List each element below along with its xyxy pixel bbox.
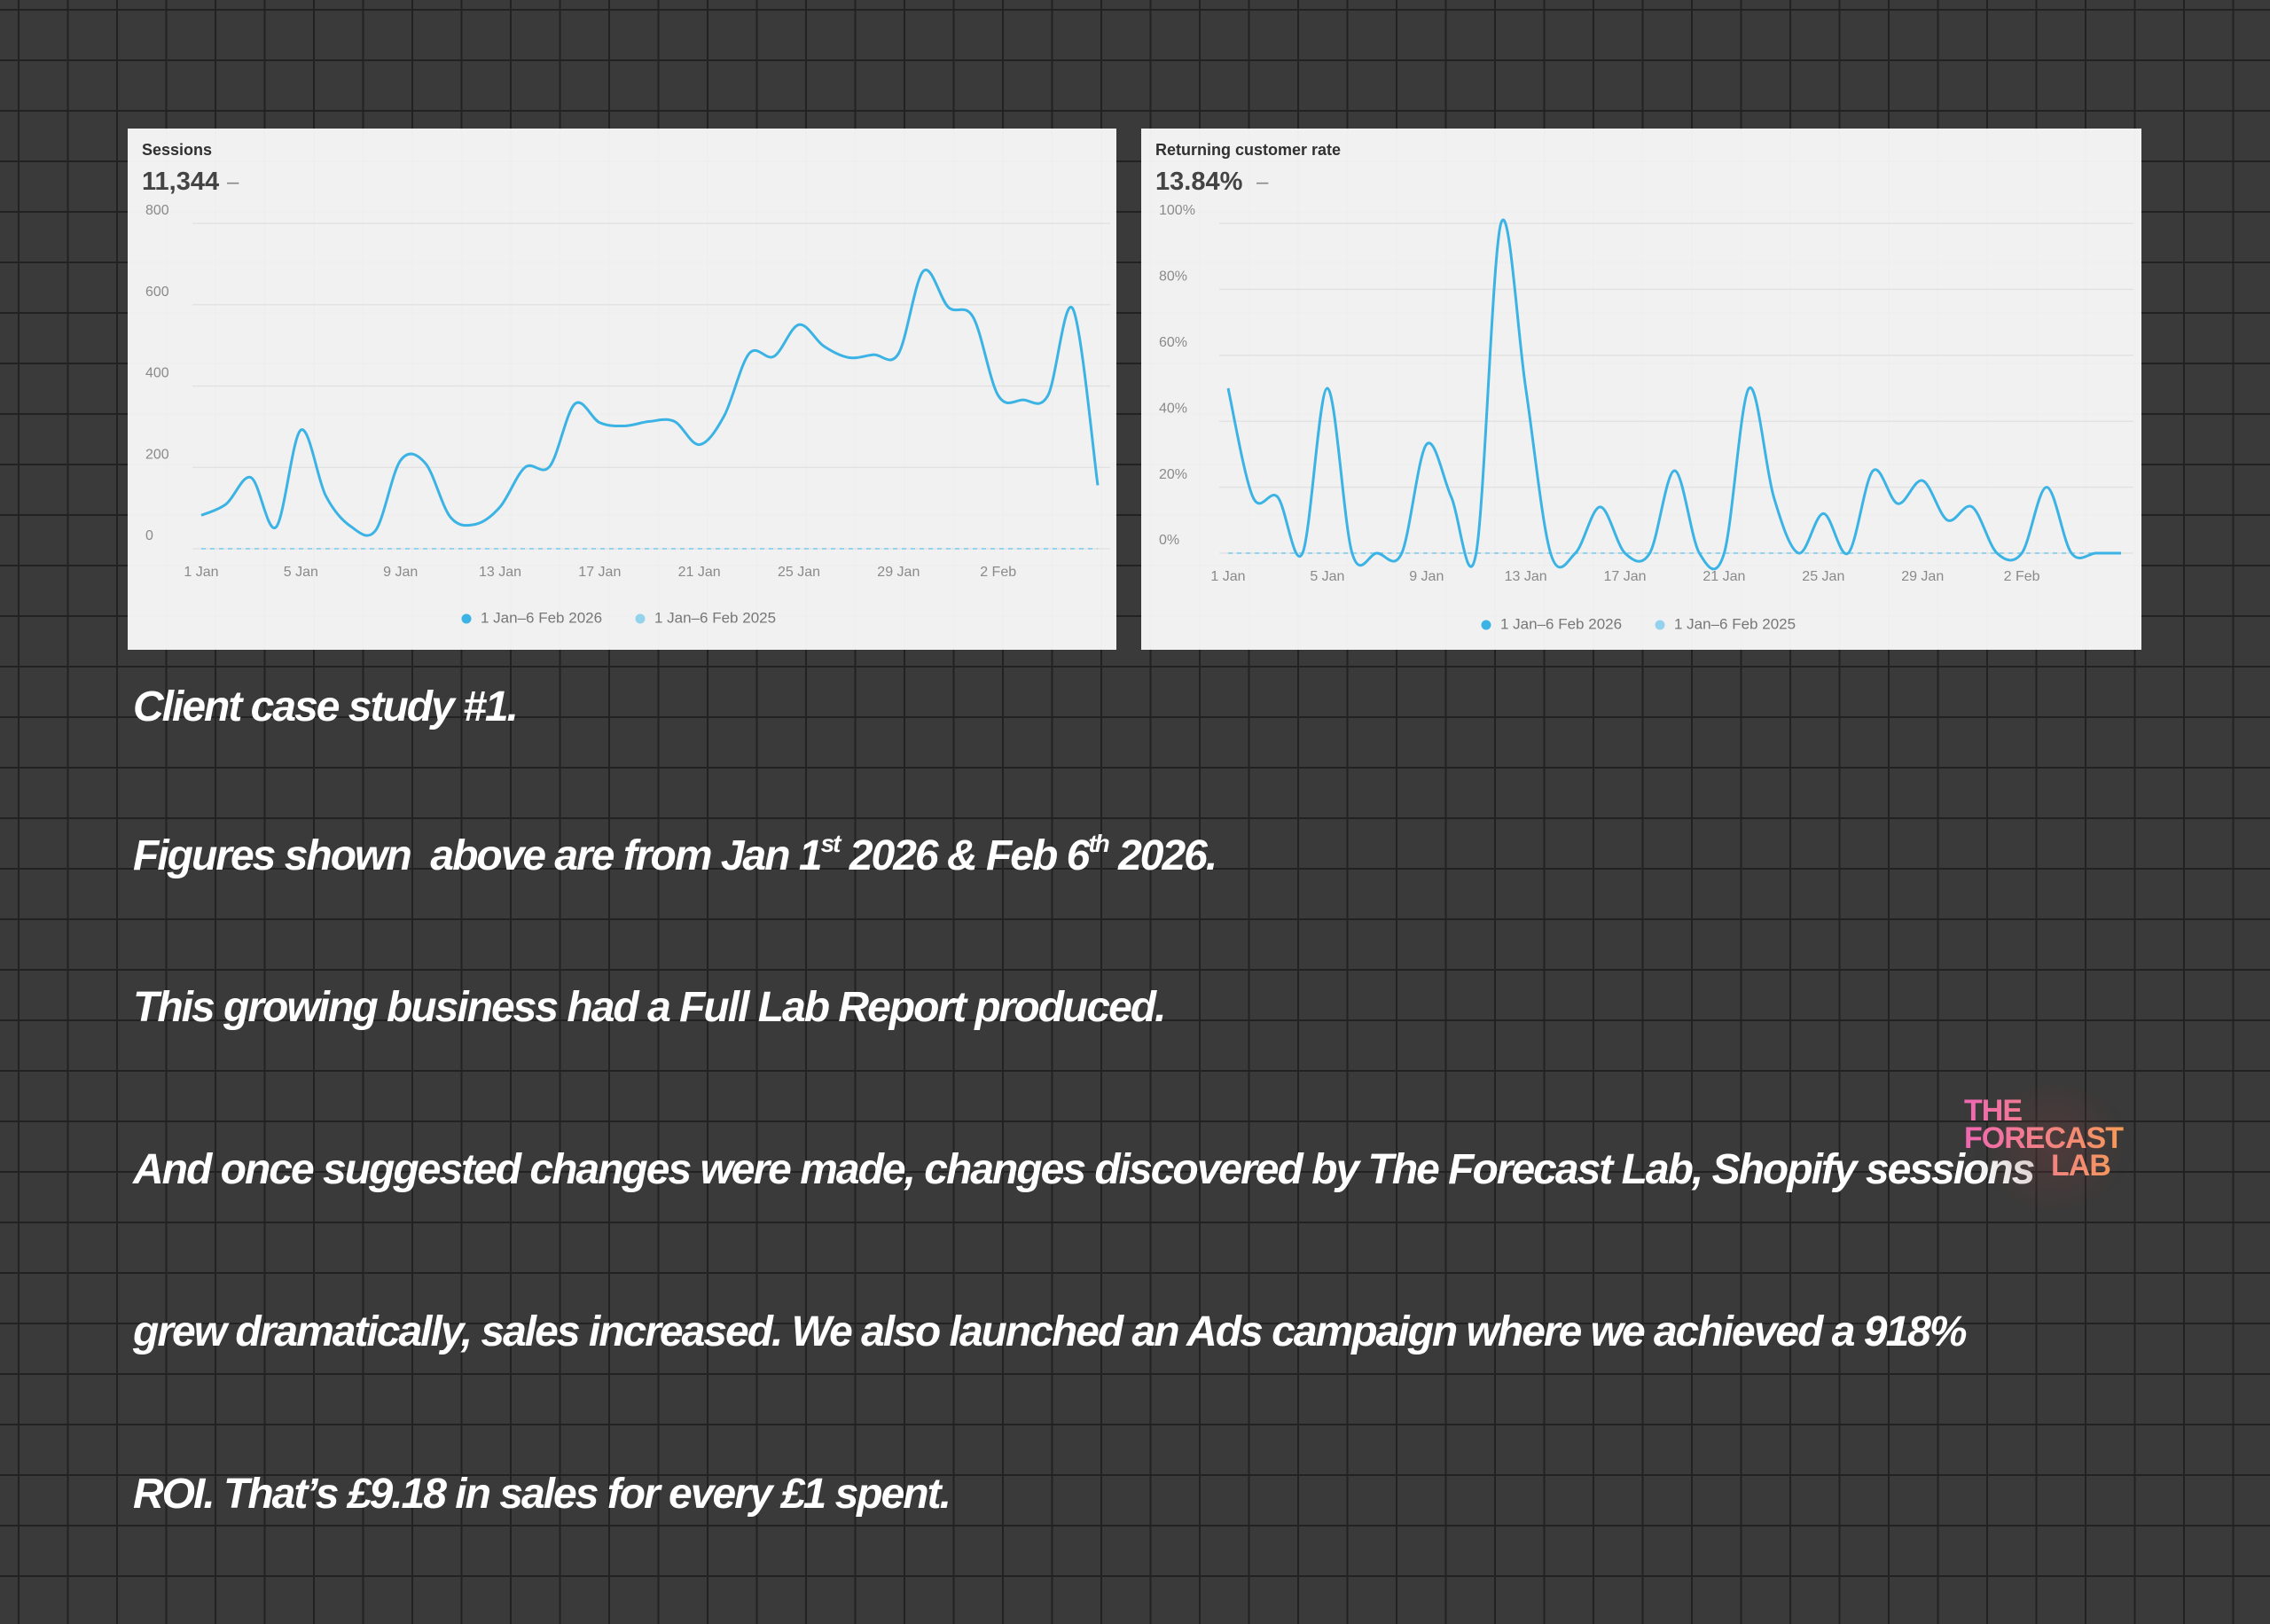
legend-swatch <box>635 613 646 624</box>
chart: Returning customer rate 13.84% – 0% 20% 40… <box>1155 141 2133 632</box>
y-tick-label: 800 <box>145 203 169 218</box>
chart-title: Returning customer rate <box>1155 141 1341 159</box>
legend-swatch <box>461 613 472 624</box>
chart-panel: Returning customer rate 13.84% – 0% 20% 40… <box>1141 129 2141 650</box>
x-tick-label: 25 Jan <box>1802 569 1844 584</box>
superscript: th <box>1088 830 1109 857</box>
metric-change: – <box>227 170 239 194</box>
chart: Sessions 11,344 – 0 200 400 600 800 1 Jan 5 Ja… <box>142 141 1110 626</box>
superscript: st <box>820 830 841 857</box>
text: 2026 & Feb 6 <box>839 832 1090 879</box>
logo: THE FORECAST LAB <box>1964 1085 2141 1209</box>
caption-line: This growing business had a Full Lab Rep… <box>133 984 1166 1031</box>
series-line <box>1226 218 2121 571</box>
x-tick-label: 13 Jan <box>1505 569 1547 584</box>
chart-title: Sessions <box>142 141 212 159</box>
y-tick-label: 600 <box>145 285 169 300</box>
logo-text: THE <box>1964 1096 2141 1126</box>
logo-ring <box>1973 1085 2133 1209</box>
x-tick-label: 1 Jan <box>1210 569 1245 584</box>
caption-figures: Figures shown above are from Jan 1st 202… <box>133 811 1217 879</box>
logo-text: FORECAST <box>1964 1123 2141 1153</box>
x-tick-label: 5 Jan <box>1310 569 1344 584</box>
x-tick-label: 13 Jan <box>479 565 521 580</box>
series-line <box>200 268 1100 537</box>
legend-label: 1 Jan–6 Feb 2025 <box>1674 615 1796 632</box>
slide: Sessions 11,344 – 0 200 400 600 800 1 Jan 5 Ja… <box>0 0 2270 1518</box>
chart-panel: Sessions 11,344 – 0 200 400 600 800 1 Jan 5 Ja… <box>128 129 1116 650</box>
logo-text: LAB <box>1964 1151 2141 1181</box>
legend-label: 1 Jan–6 Feb 2025 <box>654 609 776 626</box>
legend-label: 1 Jan–6 Feb 2026 <box>1500 615 1622 632</box>
x-tick-label: 2 Feb <box>2004 569 2040 584</box>
x-tick-label: 2 Feb <box>980 565 1016 580</box>
x-tick-label: 25 Jan <box>778 565 820 580</box>
legend-swatch <box>1655 620 1665 630</box>
x-tick-label: 9 Jan <box>1409 569 1444 584</box>
x-tick-label: 17 Jan <box>578 565 621 580</box>
legend-label: 1 Jan–6 Feb 2026 <box>481 609 602 626</box>
text: Figures shown above are from Jan 1 <box>133 832 823 879</box>
y-tick-label: 60% <box>1159 335 1187 350</box>
x-tick-label: 21 Jan <box>1702 569 1745 584</box>
y-tick-label: 100% <box>1159 203 1195 218</box>
x-tick-label: 29 Jan <box>1901 569 1944 584</box>
x-tick-label: 29 Jan <box>877 565 920 580</box>
x-tick-label: 21 Jan <box>678 565 721 580</box>
y-tick-label: 20% <box>1159 467 1187 482</box>
caption-line: And once suggested changes were made, ch… <box>133 1146 2035 1193</box>
y-tick-label: 40% <box>1159 401 1187 416</box>
y-tick-label: 0 <box>145 528 153 543</box>
y-tick-label: 400 <box>145 366 169 381</box>
caption-line: ROI. That’s £9.18 in sales for every £1 … <box>133 1471 951 1518</box>
metric-value: 11,344 <box>142 168 219 196</box>
y-tick-label: 80% <box>1159 269 1187 285</box>
legend-swatch <box>1481 620 1491 630</box>
caption-line: grew dramatically, sales increased. We a… <box>133 1308 1968 1355</box>
metric-change: – <box>1256 170 1269 194</box>
caption-heading: Client case study #1. <box>133 683 519 730</box>
text: 2026. <box>1108 832 1217 879</box>
metric-value: 13.84% <box>1155 168 1243 196</box>
x-tick-label: 5 Jan <box>284 565 318 580</box>
y-tick-label: 200 <box>145 447 169 462</box>
x-tick-label: 17 Jan <box>1604 569 1647 584</box>
caption-body: This growing business had a Full Lab Rep… <box>133 878 2035 1624</box>
x-tick-label: 9 Jan <box>383 565 418 580</box>
x-tick-label: 1 Jan <box>184 565 218 580</box>
y-tick-label: 0% <box>1159 533 1179 548</box>
